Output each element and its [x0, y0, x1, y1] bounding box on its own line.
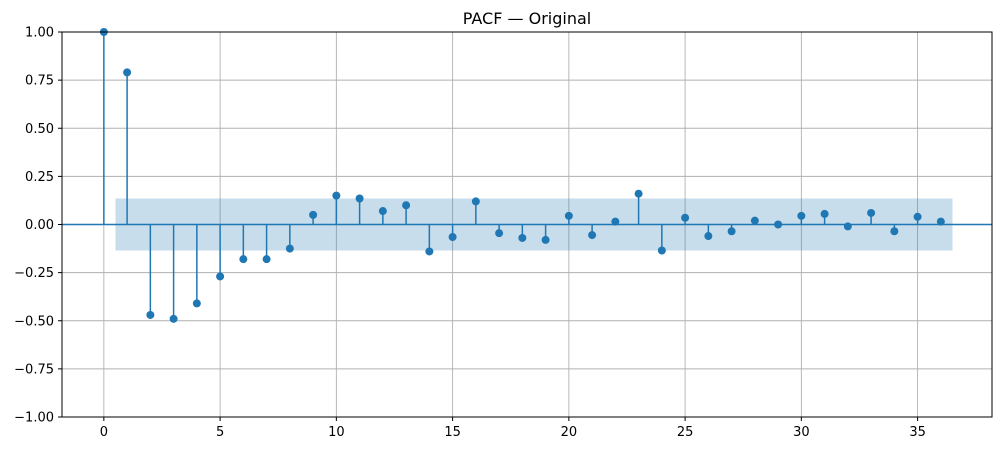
stem-marker: [634, 189, 643, 198]
y-tick-label: 0.75: [25, 74, 54, 89]
stem-marker: [750, 216, 759, 225]
stem-marker: [425, 247, 434, 256]
y-tick-label: −0.75: [14, 362, 54, 377]
stem-marker: [216, 272, 225, 281]
stem-marker: [262, 255, 271, 264]
x-tick-label: 0: [100, 425, 108, 440]
stem-marker: [890, 227, 899, 236]
stem-marker: [378, 207, 387, 216]
x-tick-label: 10: [328, 425, 345, 440]
stem-marker: [541, 235, 550, 244]
y-tick-label: −1.00: [14, 411, 54, 426]
stem-marker: [564, 211, 573, 220]
x-tick-label: 25: [677, 425, 694, 440]
stem-marker: [727, 227, 736, 236]
stem-marker: [843, 222, 852, 231]
stem-marker: [146, 310, 155, 319]
stem-marker: [867, 208, 876, 217]
stem-marker: [285, 244, 294, 253]
stem-marker: [239, 255, 248, 264]
stem-marker: [402, 201, 411, 210]
stem-marker: [820, 209, 829, 218]
stem-marker: [169, 314, 178, 323]
stem-marker: [123, 68, 132, 77]
stem-marker: [913, 212, 922, 221]
stem-marker: [611, 217, 620, 226]
chart-title: PACF — Original: [463, 9, 591, 28]
y-tick-label: 1.00: [25, 26, 54, 41]
stem-series: [99, 28, 945, 323]
stem-marker: [518, 233, 527, 242]
x-tick-label: 5: [216, 425, 224, 440]
stem-marker: [448, 233, 457, 242]
stem-marker: [355, 194, 364, 203]
y-tick-label: −0.25: [14, 266, 54, 281]
stem-marker: [657, 246, 666, 255]
stem-marker: [936, 217, 945, 226]
y-tick-label: 0.25: [25, 170, 54, 185]
stem-marker: [704, 232, 713, 241]
x-tick-label: 30: [793, 425, 810, 440]
y-tick-label: 0.50: [25, 122, 54, 137]
stem-marker: [309, 210, 318, 219]
x-axis-ticks: 0 5 10 15 20 25 30 35: [100, 417, 926, 440]
stem-marker: [495, 229, 504, 238]
y-tick-label: −0.50: [14, 314, 54, 329]
stem-marker: [797, 211, 806, 220]
x-tick-label: 20: [561, 425, 578, 440]
y-axis-ticks: 1.00 0.75 0.50 0.25 0.00 −0.25 −0.50 −0.75 −1.00: [14, 26, 62, 426]
stem-marker: [588, 231, 597, 240]
x-tick-label: 15: [444, 425, 461, 440]
stem-marker: [681, 213, 690, 222]
x-tick-label: 35: [909, 425, 926, 440]
stem-marker: [332, 191, 341, 200]
stem-marker: [774, 220, 783, 229]
y-tick-label: 0.00: [25, 218, 54, 233]
stem-marker: [471, 197, 480, 206]
stem-marker: [192, 299, 201, 308]
